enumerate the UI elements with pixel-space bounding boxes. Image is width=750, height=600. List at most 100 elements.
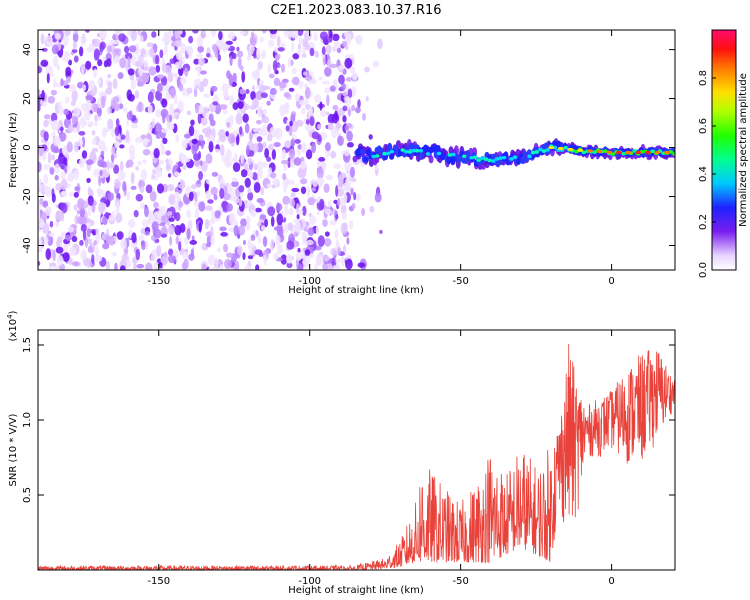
heatmap-signal-body — [378, 147, 384, 154]
heatmap-noise-speck — [235, 112, 243, 125]
heatmap-noise-speck — [169, 235, 173, 246]
heatmap-noise-speck — [179, 223, 186, 233]
heatmap-noise-speck — [331, 126, 338, 139]
heatmap-noise-speck — [208, 140, 214, 153]
heatmap-noise-speck — [174, 39, 182, 48]
heatmap-noise-speck — [151, 117, 156, 129]
heatmap-noise-speck — [65, 66, 72, 77]
heatmap-noise-speck — [60, 178, 68, 191]
heatmap-noise-speck — [175, 134, 180, 143]
heatmap-noise-speck — [223, 108, 228, 115]
heatmap-noise-speck — [297, 43, 302, 50]
heatmap-noise-speck — [283, 223, 289, 233]
heatmap-noise-speck — [81, 150, 88, 159]
heatmap-signal-core — [447, 153, 452, 157]
heatmap-noise-speck — [97, 59, 103, 67]
heatmap-signal-core — [382, 151, 387, 156]
heatmap-noise-speck — [245, 215, 251, 224]
heatmap-noise-speck — [311, 142, 317, 154]
heatmap-noise-speck — [73, 30, 79, 34]
heatmap-noise-speck — [68, 171, 73, 181]
heatmap-signal-core — [483, 157, 489, 161]
heatmap-noise-speck — [287, 157, 291, 169]
snr-ticks: -150 -100 -50 0 0.5 1.0 1.5 — [22, 330, 675, 587]
heatmap-noise-speck — [325, 174, 333, 181]
heatmap-noise-speck — [319, 101, 323, 111]
heatmap-noise-speck — [198, 221, 202, 233]
heatmap-noise-speck — [78, 130, 86, 136]
heatmap-noise-speck — [102, 242, 110, 250]
heatmap-noise-speck — [146, 42, 154, 48]
heatmap-noise-speck — [181, 262, 187, 270]
heatmap-noise-speck — [112, 78, 118, 90]
heatmap-noise-speck — [280, 63, 286, 73]
heatmap-noise-speck — [282, 195, 290, 205]
heatmap-noise-speck — [196, 52, 203, 58]
heatmap-noise-speck — [111, 251, 117, 257]
heatmap-noise-speck — [207, 199, 214, 204]
heatmap-noise-speck — [52, 249, 56, 262]
heatmap-noise-speck — [79, 239, 84, 246]
heatmap-noise-speck — [262, 108, 268, 115]
heatmap-noise-speck — [314, 94, 322, 103]
heatmap-noise-speck — [245, 88, 250, 95]
heatmap-noise-speck — [232, 72, 237, 85]
heatmap-noise-speck — [160, 140, 164, 149]
heatmap-noise-speck — [63, 108, 70, 116]
heatmap-noise-speck — [81, 136, 86, 148]
heatmap-noise-speck — [115, 201, 120, 214]
heatmap-noise-speck — [93, 68, 98, 78]
heatmap-noise-speck — [97, 139, 106, 150]
heatmap-signal-body — [522, 151, 528, 157]
heatmap-noise-speck — [224, 158, 231, 164]
heatmap-noise-speck — [226, 121, 231, 128]
heatmap-noise-speck — [364, 66, 370, 73]
heatmap-noise-speck — [60, 164, 65, 170]
heatmap-signal-peak — [654, 150, 661, 155]
heatmap-signal-layer — [352, 138, 675, 170]
heatmap-noise-speck — [107, 45, 112, 53]
snr-y-scale-label: (x104) — [6, 310, 19, 341]
heatmap-noise-speck — [127, 68, 135, 76]
heatmap-noise-speck — [239, 88, 246, 95]
heatmap-noise-speck — [355, 106, 361, 114]
heatmap-noise-speck — [338, 174, 344, 185]
heatmap-noise-speck — [266, 183, 272, 188]
heatmap-noise-speck — [372, 60, 380, 68]
heatmap-noise-speck — [219, 188, 225, 199]
heatmap-noise-speck — [250, 38, 257, 46]
heatmap-noise-speck — [151, 174, 155, 179]
heatmap-noise-speck — [128, 144, 135, 155]
heatmap-noise-speck — [249, 209, 257, 218]
heatmap-noise-speck — [142, 159, 147, 164]
heatmap-noise-speck — [155, 54, 160, 65]
heatmap-noise-speck — [294, 221, 301, 234]
heatmap-noise-speck — [73, 55, 79, 63]
heatmap-noise-speck — [290, 114, 296, 123]
heatmap-x-tick-label: 0 — [608, 276, 614, 287]
heatmap-noise-speck — [243, 162, 249, 171]
heatmap-noise-speck — [173, 95, 178, 105]
heatmap-noise-speck — [92, 230, 97, 236]
heatmap-noise-speck — [119, 103, 124, 110]
heatmap-noise-speck — [114, 140, 120, 149]
heatmap-noise-speck — [197, 45, 205, 53]
heatmap-noise-speck — [63, 164, 68, 174]
heatmap-noise-speck — [49, 220, 54, 228]
heatmap-noise-speck — [277, 47, 285, 52]
heatmap-noise-speck — [255, 229, 259, 237]
heatmap-noise-speck — [126, 111, 133, 121]
heatmap-noise-speck — [174, 211, 181, 222]
heatmap-noise-speck — [64, 30, 71, 37]
heatmap-noise-speck — [115, 212, 123, 224]
heatmap-signal-body — [431, 144, 437, 153]
heatmap-noise-speck — [132, 263, 137, 270]
heatmap-noise-speck — [70, 100, 76, 107]
heatmap-noise-speck — [43, 119, 49, 128]
heatmap-noise-speck — [108, 214, 115, 222]
heatmap-signal-peak — [644, 150, 651, 155]
heatmap-noise-speck — [50, 112, 58, 123]
heatmap-noise-speck — [266, 133, 273, 142]
heatmap-noise-speck — [296, 214, 300, 220]
colorbar-tick-label: 0.0 — [698, 262, 709, 278]
